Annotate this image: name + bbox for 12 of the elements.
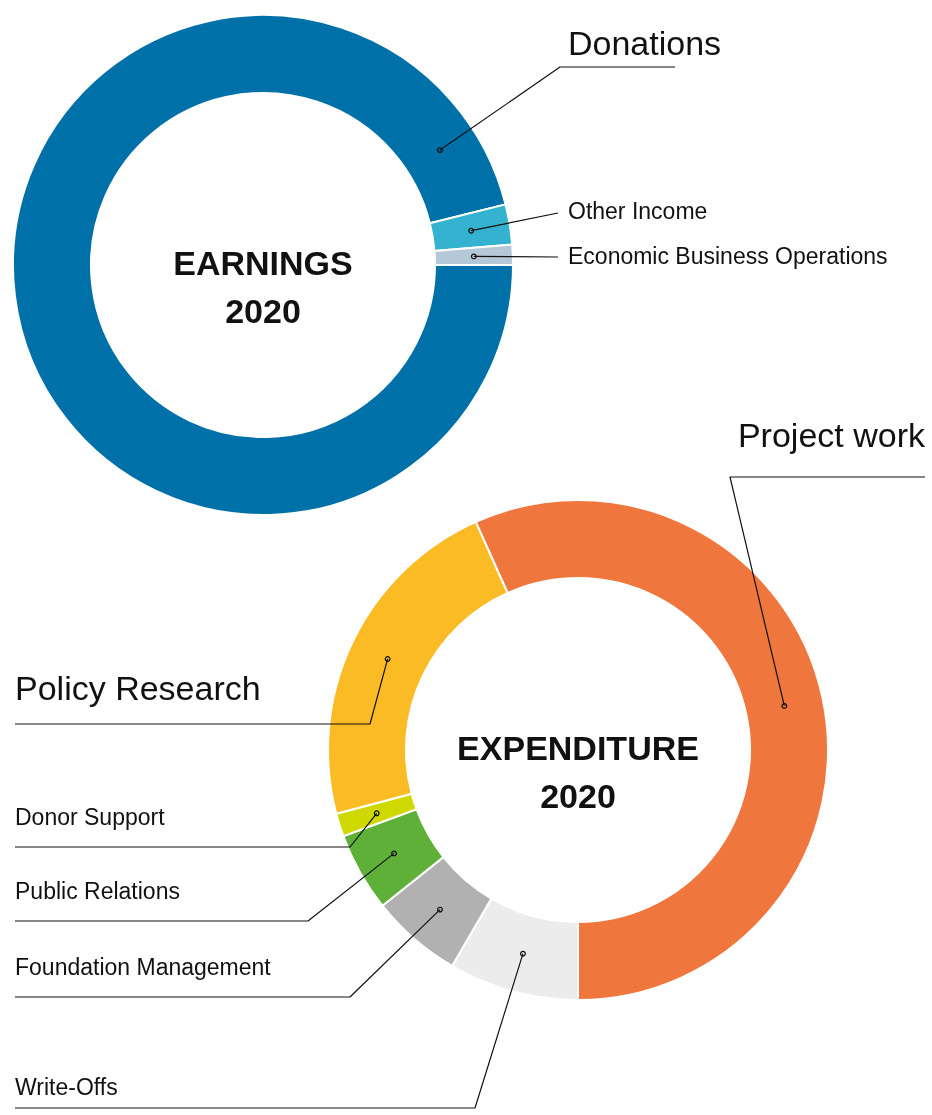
slice-label: Public Relations	[15, 878, 180, 904]
slice-label: Donor Support	[15, 804, 166, 830]
slice-label: Write-Offs	[15, 1074, 118, 1100]
text: EARNINGS 2020	[173, 244, 353, 330]
slice-label: Donations	[568, 24, 722, 62]
slice-label: Economic Business Operations	[568, 243, 888, 269]
slice-label: Policy Research	[15, 669, 261, 707]
text: EXPENDITURE 2020	[457, 729, 699, 815]
slice-label: Project work	[737, 416, 926, 454]
donut-slice	[12, 14, 514, 516]
slice-label: Other Income	[568, 198, 708, 224]
slice-label: Foundation Management	[15, 954, 272, 980]
